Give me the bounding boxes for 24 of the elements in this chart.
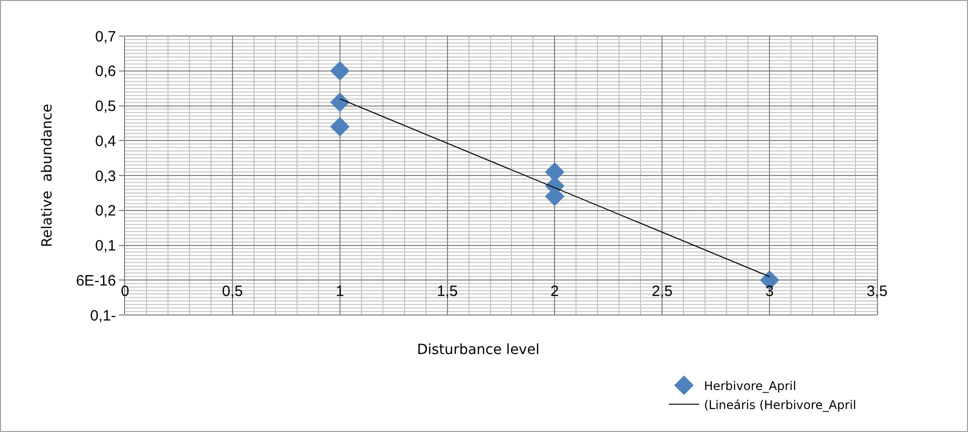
y-tick-label: 0,4 xyxy=(95,132,116,150)
y-tick-label: 0,1- xyxy=(90,307,116,324)
x-tick-label: 1 xyxy=(336,283,344,300)
x-tick-label: 0 xyxy=(120,283,130,300)
y-tick-label: 0,3 xyxy=(95,168,116,185)
y-tick-label: 0,1 xyxy=(95,238,116,254)
x-tick-label: 3,5 xyxy=(866,283,888,300)
x-tick-label: 3 xyxy=(765,283,774,300)
y-tick-label: 6E-16 xyxy=(76,272,116,290)
y-tick-label: 0,2 xyxy=(95,202,116,220)
x-tick-label: 2,5 xyxy=(652,283,673,300)
x-axis-title: Disturbance level xyxy=(417,342,540,358)
legend-label: (Lineáris (Herbivore_April xyxy=(704,398,856,412)
x-tick-label: 0,5 xyxy=(222,283,243,300)
y-tick-label: 0,5 xyxy=(95,98,116,115)
y-tick-label: 0,7 xyxy=(95,28,116,46)
legend-label: Herbivore_April xyxy=(704,378,796,393)
point xyxy=(330,116,350,136)
point xyxy=(330,61,350,81)
y-axis-title: Relative abundance xyxy=(40,104,56,248)
x-tick-label: 2 xyxy=(550,283,559,300)
y-tick-label: 0,6 xyxy=(95,63,116,80)
point xyxy=(330,92,350,112)
x-tick-label: 1,5 xyxy=(436,283,458,300)
